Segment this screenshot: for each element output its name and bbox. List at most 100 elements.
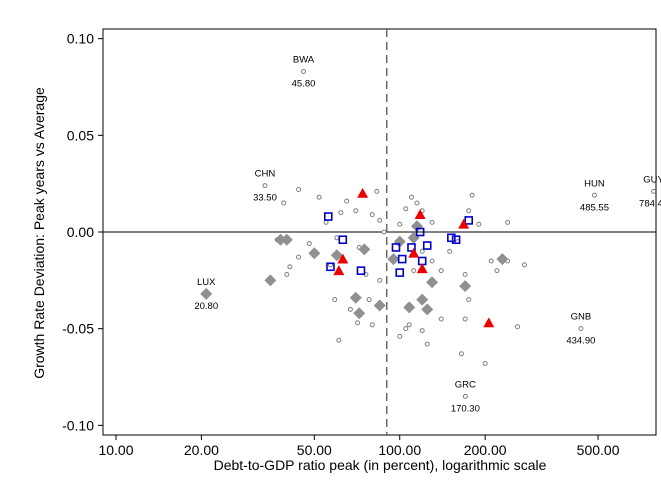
circle-point	[458, 351, 464, 357]
diamond-point	[200, 287, 213, 300]
circle-point	[462, 393, 468, 399]
annotation-code: LUX	[197, 277, 216, 288]
circle-point	[369, 322, 375, 328]
annotation-value: 485.55	[580, 202, 609, 213]
circle-point	[334, 235, 340, 241]
y-tick-label: 0.00	[67, 224, 94, 240]
reference-lines	[103, 29, 656, 435]
y-axis: -0.10 -0.05 0.00 0.05 0.10	[62, 31, 103, 433]
circle-point	[429, 219, 435, 225]
circle-point	[447, 248, 453, 254]
circle-point	[344, 198, 350, 204]
circle-point	[505, 219, 511, 225]
square-point	[395, 268, 405, 277]
circle-point	[355, 320, 361, 326]
square-point	[326, 262, 335, 272]
triangle-point	[333, 265, 345, 276]
circle-point	[476, 221, 482, 227]
diamond-point	[358, 243, 371, 256]
diamond-point	[373, 299, 386, 312]
circle-point	[306, 241, 312, 247]
circle-point	[281, 200, 287, 206]
diamond-point	[330, 249, 343, 262]
point-annotations: BWA 45.80 CHN 33.50 LUX 20.80 HUN 485.55 GUY 784.…	[194, 55, 661, 415]
circle-point	[469, 192, 475, 198]
circle-point	[353, 208, 359, 214]
y-axis-title: Growth Rate Deviation: Peak years vs Ave…	[31, 87, 47, 379]
circle-point	[403, 326, 409, 332]
square-point	[338, 235, 348, 245]
diamond-point	[308, 247, 321, 260]
circle-point	[377, 217, 383, 223]
diamond-point	[416, 293, 429, 306]
circle-point	[262, 183, 268, 189]
x-axis-title: Debt-to-GDP ratio peak (in percent), log…	[214, 457, 547, 473]
circle-point	[429, 258, 435, 264]
circle-point	[374, 188, 380, 194]
circle-point	[651, 188, 657, 194]
diamond-point	[421, 303, 434, 316]
square-point	[447, 233, 456, 243]
diamond-point	[264, 274, 277, 287]
circle-point	[466, 297, 472, 303]
triangle-point	[337, 253, 349, 264]
circle-point	[466, 208, 472, 214]
annotation-value: 20.80	[194, 301, 218, 312]
circle-point	[403, 206, 409, 212]
annotation-value: 170.30	[451, 403, 480, 414]
x-tick-label: 100.00	[378, 442, 421, 458]
triangle-point	[483, 317, 495, 328]
triangle-point	[458, 218, 470, 229]
circle-point	[377, 277, 383, 283]
circle-point	[287, 264, 293, 270]
circle-point	[521, 262, 527, 268]
annotation-code: GNB	[571, 312, 592, 323]
square-point	[464, 216, 474, 225]
diamond-point	[403, 301, 416, 314]
circle-point	[301, 69, 307, 75]
diamond-point	[387, 253, 400, 266]
circle-point	[338, 210, 344, 216]
square-point	[415, 227, 425, 237]
circle-point	[397, 333, 403, 339]
diamond-point	[280, 233, 293, 246]
square-point	[356, 266, 366, 275]
circle-point	[578, 326, 584, 332]
circle-point	[488, 258, 494, 264]
circle-point	[336, 337, 342, 343]
data-points	[200, 69, 657, 399]
diamond-point	[353, 307, 366, 320]
square-point	[323, 212, 333, 221]
circle-point	[419, 328, 425, 334]
circle-point	[347, 306, 353, 312]
circle-point	[381, 229, 387, 235]
square-point	[451, 235, 461, 245]
circle-point	[462, 272, 468, 278]
annotation-code: HUN	[584, 178, 605, 189]
circle-point	[369, 212, 375, 218]
annotation-code: CHN	[255, 169, 276, 180]
annotation-code: GUY	[643, 174, 661, 185]
circle-point	[406, 322, 412, 328]
circle-point	[296, 186, 302, 192]
y-tick-label: 0.10	[67, 31, 94, 47]
circle-point	[591, 192, 597, 198]
circle-point	[419, 248, 425, 254]
circle-point	[316, 194, 322, 200]
circle-point	[332, 297, 338, 303]
diamond-point	[496, 253, 509, 266]
annotation-value: 434.90	[566, 336, 595, 347]
circle-point	[482, 360, 488, 366]
diamond-point	[459, 280, 472, 293]
y-tick-label: -0.10	[62, 417, 94, 433]
x-tick-label: 20.00	[184, 442, 219, 458]
circle-point	[414, 200, 420, 206]
x-tick-label: 200.00	[464, 442, 507, 458]
circle-point	[296, 254, 302, 260]
annotation-code: GRC	[455, 379, 476, 390]
x-tick-label: 50.00	[297, 442, 332, 458]
triangle-point	[414, 209, 426, 219]
circle-point	[366, 297, 372, 303]
circle-point	[411, 268, 417, 274]
